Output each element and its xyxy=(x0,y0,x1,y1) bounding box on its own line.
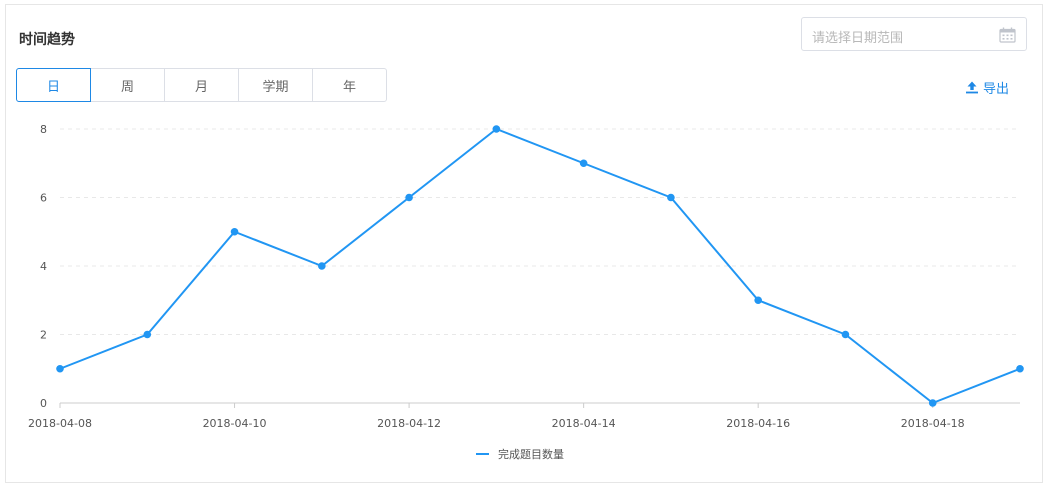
calendar-icon xyxy=(999,27,1016,43)
data-point xyxy=(56,364,64,373)
date-range-placeholder: 请选择日期范围 xyxy=(812,31,904,46)
y-tick-label: 8 xyxy=(40,123,47,136)
x-tick-label: 2018-04-16 xyxy=(726,417,790,430)
data-point xyxy=(405,193,413,202)
legend-label: 完成题目数量 xyxy=(498,447,564,461)
y-tick-label: 0 xyxy=(40,397,47,410)
data-point xyxy=(928,399,937,407)
series-line xyxy=(59,128,1021,404)
x-tick-label: 2018-04-08 xyxy=(28,417,92,430)
data-point xyxy=(1016,364,1024,373)
x-tick-label: 2018-04-12 xyxy=(377,417,441,430)
tab-year[interactable]: 年 xyxy=(312,68,387,102)
y-tick-label: 2 xyxy=(40,329,47,342)
export-button[interactable]: 导出 xyxy=(965,78,1009,97)
y-tick-label: 4 xyxy=(40,260,47,273)
x-tick-label: 2018-04-18 xyxy=(901,417,965,430)
date-range-picker[interactable]: 请选择日期范围 xyxy=(801,17,1027,51)
tab-month[interactable]: 月 xyxy=(164,68,239,102)
data-point xyxy=(143,330,152,339)
data-point xyxy=(841,330,850,339)
data-point xyxy=(230,227,239,236)
tab-day[interactable]: 日 xyxy=(16,68,91,102)
data-point xyxy=(492,125,501,133)
x-tick-label: 2018-04-10 xyxy=(203,417,267,430)
y-tick-label: 6 xyxy=(40,192,47,205)
granularity-tabs: 日 周 月 学期 年 xyxy=(16,68,387,102)
tab-week[interactable]: 周 xyxy=(90,68,165,102)
data-point xyxy=(754,296,762,305)
upload-icon xyxy=(966,81,978,94)
section-title: 时间趋势 xyxy=(19,32,75,48)
data-point xyxy=(667,193,675,202)
data-point xyxy=(318,262,326,270)
tab-semester[interactable]: 学期 xyxy=(238,68,313,102)
export-label: 导出 xyxy=(983,82,1010,97)
data-point xyxy=(579,159,588,168)
x-tick-label: 2018-04-14 xyxy=(552,417,616,430)
